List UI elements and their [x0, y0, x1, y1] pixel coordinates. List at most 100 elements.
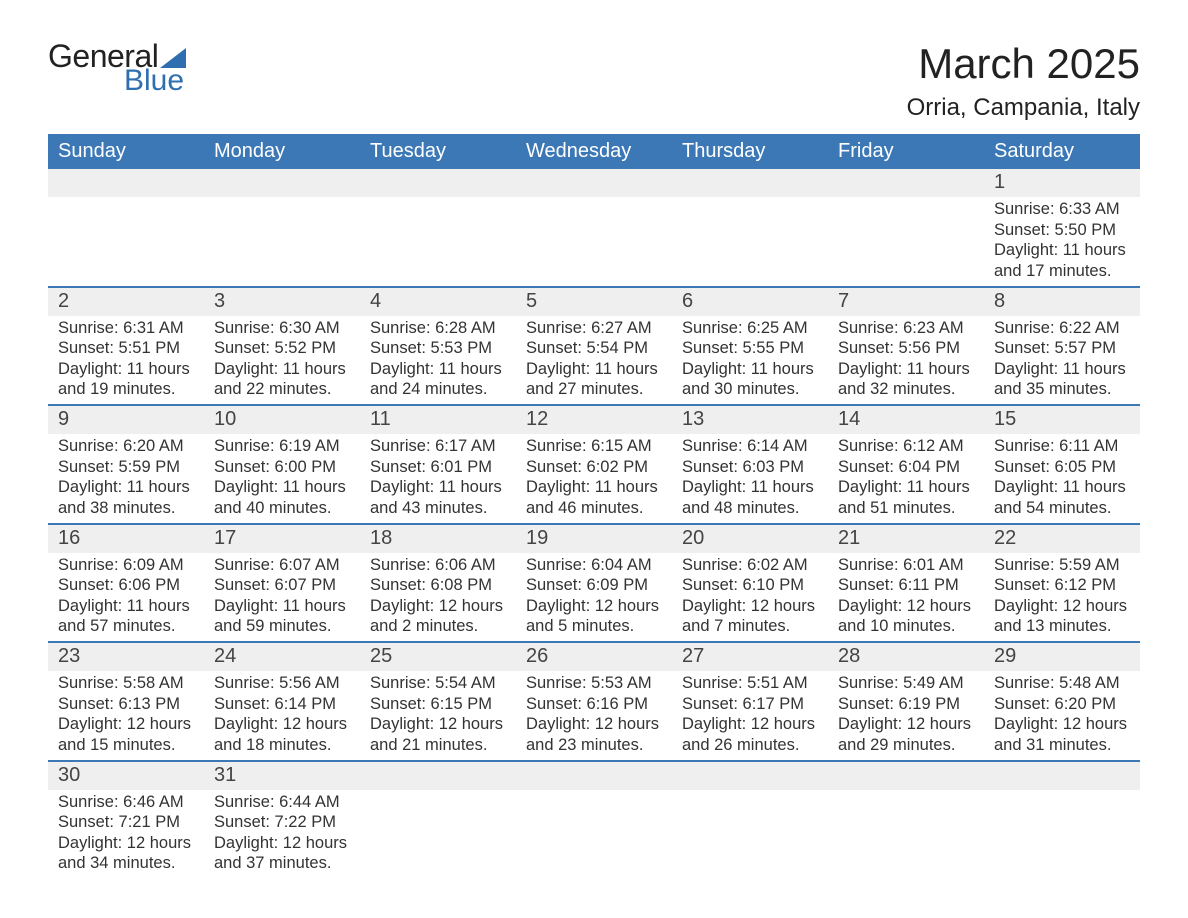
day-cell: 18Sunrise: 6:06 AMSunset: 6:08 PMDayligh…	[360, 525, 516, 642]
sunrise-text: Sunrise: 6:46 AM	[58, 792, 194, 813]
day-cell: 21Sunrise: 6:01 AMSunset: 6:11 PMDayligh…	[828, 525, 984, 642]
day-number: 6	[672, 288, 828, 316]
weekday-header: Sunday	[48, 134, 204, 169]
weekday-header-row: SundayMondayTuesdayWednesdayThursdayFrid…	[48, 134, 1140, 169]
day-body: Sunrise: 6:07 AMSunset: 6:07 PMDaylight:…	[204, 553, 360, 642]
sunset-text: Sunset: 5:53 PM	[370, 338, 506, 359]
day-cell: 1Sunrise: 6:33 AMSunset: 5:50 PMDaylight…	[984, 169, 1140, 286]
day-body: Sunrise: 5:53 AMSunset: 6:16 PMDaylight:…	[516, 671, 672, 760]
day-cell: 31Sunrise: 6:44 AMSunset: 7:22 PMDayligh…	[204, 762, 360, 879]
day-cell: 6Sunrise: 6:25 AMSunset: 5:55 PMDaylight…	[672, 288, 828, 405]
day-cell: 15Sunrise: 6:11 AMSunset: 6:05 PMDayligh…	[984, 406, 1140, 523]
sunset-text: Sunset: 6:03 PM	[682, 457, 818, 478]
logo-text-blue: Blue	[124, 66, 186, 96]
day-number: 24	[204, 643, 360, 671]
day-number	[516, 762, 672, 790]
sunrise-text: Sunrise: 5:48 AM	[994, 673, 1130, 694]
day-body	[672, 197, 828, 203]
day-body: Sunrise: 6:14 AMSunset: 6:03 PMDaylight:…	[672, 434, 828, 523]
day-cell: 4Sunrise: 6:28 AMSunset: 5:53 PMDaylight…	[360, 288, 516, 405]
day-cell: 14Sunrise: 6:12 AMSunset: 6:04 PMDayligh…	[828, 406, 984, 523]
day-cell: 17Sunrise: 6:07 AMSunset: 6:07 PMDayligh…	[204, 525, 360, 642]
daylight-text: Daylight: 11 hours and 22 minutes.	[214, 359, 350, 400]
weekday-header: Friday	[828, 134, 984, 169]
day-number: 30	[48, 762, 204, 790]
day-body: Sunrise: 6:30 AMSunset: 5:52 PMDaylight:…	[204, 316, 360, 405]
day-number: 3	[204, 288, 360, 316]
day-number: 23	[48, 643, 204, 671]
sunset-text: Sunset: 6:02 PM	[526, 457, 662, 478]
sunrise-text: Sunrise: 6:01 AM	[838, 555, 974, 576]
day-body: Sunrise: 6:19 AMSunset: 6:00 PMDaylight:…	[204, 434, 360, 523]
day-cell	[828, 169, 984, 286]
day-number: 31	[204, 762, 360, 790]
sunset-text: Sunset: 6:05 PM	[994, 457, 1130, 478]
sunrise-text: Sunrise: 6:06 AM	[370, 555, 506, 576]
day-number	[360, 169, 516, 197]
day-cell: 16Sunrise: 6:09 AMSunset: 6:06 PMDayligh…	[48, 525, 204, 642]
day-cell: 11Sunrise: 6:17 AMSunset: 6:01 PMDayligh…	[360, 406, 516, 523]
daylight-text: Daylight: 11 hours and 19 minutes.	[58, 359, 194, 400]
sunrise-text: Sunrise: 6:04 AM	[526, 555, 662, 576]
day-number	[828, 762, 984, 790]
day-body: Sunrise: 5:56 AMSunset: 6:14 PMDaylight:…	[204, 671, 360, 760]
day-number: 22	[984, 525, 1140, 553]
day-number: 1	[984, 169, 1140, 197]
daylight-text: Daylight: 12 hours and 23 minutes.	[526, 714, 662, 755]
day-number: 13	[672, 406, 828, 434]
week-row: 9Sunrise: 6:20 AMSunset: 5:59 PMDaylight…	[48, 406, 1140, 525]
sunrise-text: Sunrise: 5:58 AM	[58, 673, 194, 694]
day-cell: 30Sunrise: 6:46 AMSunset: 7:21 PMDayligh…	[48, 762, 204, 879]
sunset-text: Sunset: 6:10 PM	[682, 575, 818, 596]
sunrise-text: Sunrise: 6:22 AM	[994, 318, 1130, 339]
sunrise-text: Sunrise: 6:19 AM	[214, 436, 350, 457]
sunrise-text: Sunrise: 5:51 AM	[682, 673, 818, 694]
week-row: 1Sunrise: 6:33 AMSunset: 5:50 PMDaylight…	[48, 169, 1140, 288]
day-number: 12	[516, 406, 672, 434]
day-body: Sunrise: 6:09 AMSunset: 6:06 PMDaylight:…	[48, 553, 204, 642]
day-number: 26	[516, 643, 672, 671]
day-cell: 20Sunrise: 6:02 AMSunset: 6:10 PMDayligh…	[672, 525, 828, 642]
sunrise-text: Sunrise: 6:28 AM	[370, 318, 506, 339]
sunrise-text: Sunrise: 6:07 AM	[214, 555, 350, 576]
day-body: Sunrise: 6:06 AMSunset: 6:08 PMDaylight:…	[360, 553, 516, 642]
sunrise-text: Sunrise: 5:54 AM	[370, 673, 506, 694]
daylight-text: Daylight: 11 hours and 27 minutes.	[526, 359, 662, 400]
sunset-text: Sunset: 5:50 PM	[994, 220, 1130, 241]
day-number: 2	[48, 288, 204, 316]
daylight-text: Daylight: 12 hours and 15 minutes.	[58, 714, 194, 755]
day-body: Sunrise: 6:33 AMSunset: 5:50 PMDaylight:…	[984, 197, 1140, 286]
day-cell: 23Sunrise: 5:58 AMSunset: 6:13 PMDayligh…	[48, 643, 204, 760]
sunset-text: Sunset: 6:00 PM	[214, 457, 350, 478]
day-body: Sunrise: 6:17 AMSunset: 6:01 PMDaylight:…	[360, 434, 516, 523]
sunset-text: Sunset: 6:06 PM	[58, 575, 194, 596]
day-cell: 26Sunrise: 5:53 AMSunset: 6:16 PMDayligh…	[516, 643, 672, 760]
day-number	[204, 169, 360, 197]
day-number: 7	[828, 288, 984, 316]
day-number: 28	[828, 643, 984, 671]
sunset-text: Sunset: 6:08 PM	[370, 575, 506, 596]
day-number	[672, 762, 828, 790]
day-cell	[672, 762, 828, 879]
daylight-text: Daylight: 12 hours and 13 minutes.	[994, 596, 1130, 637]
day-number: 10	[204, 406, 360, 434]
day-cell	[360, 762, 516, 879]
day-cell: 2Sunrise: 6:31 AMSunset: 5:51 PMDaylight…	[48, 288, 204, 405]
day-cell: 27Sunrise: 5:51 AMSunset: 6:17 PMDayligh…	[672, 643, 828, 760]
sunset-text: Sunset: 6:09 PM	[526, 575, 662, 596]
day-body: Sunrise: 5:58 AMSunset: 6:13 PMDaylight:…	[48, 671, 204, 760]
sunrise-text: Sunrise: 6:30 AM	[214, 318, 350, 339]
week-row: 30Sunrise: 6:46 AMSunset: 7:21 PMDayligh…	[48, 762, 1140, 879]
daylight-text: Daylight: 11 hours and 35 minutes.	[994, 359, 1130, 400]
day-cell	[984, 762, 1140, 879]
day-number	[828, 169, 984, 197]
day-body: Sunrise: 6:11 AMSunset: 6:05 PMDaylight:…	[984, 434, 1140, 523]
day-cell: 29Sunrise: 5:48 AMSunset: 6:20 PMDayligh…	[984, 643, 1140, 760]
day-number	[672, 169, 828, 197]
day-number: 19	[516, 525, 672, 553]
sunset-text: Sunset: 6:16 PM	[526, 694, 662, 715]
week-row: 2Sunrise: 6:31 AMSunset: 5:51 PMDaylight…	[48, 288, 1140, 407]
sunset-text: Sunset: 6:11 PM	[838, 575, 974, 596]
daylight-text: Daylight: 12 hours and 7 minutes.	[682, 596, 818, 637]
day-body: Sunrise: 6:02 AMSunset: 6:10 PMDaylight:…	[672, 553, 828, 642]
